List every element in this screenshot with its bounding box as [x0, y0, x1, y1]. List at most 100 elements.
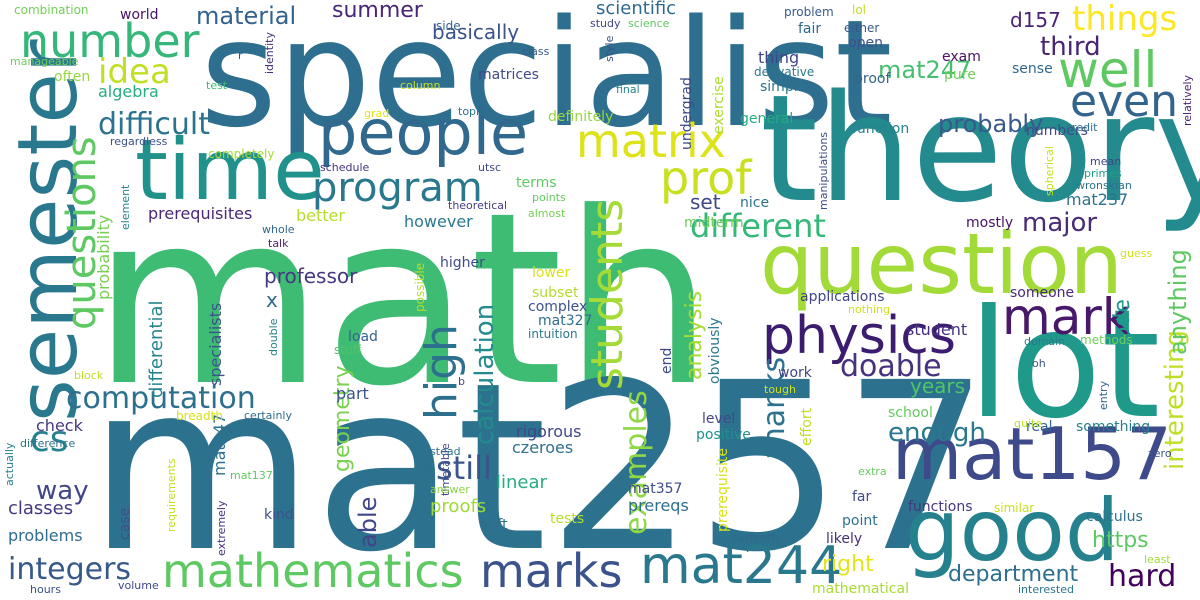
word-almost: almost	[528, 207, 566, 220]
word-style: style	[603, 35, 616, 62]
word-case: case	[117, 507, 133, 540]
word-specialist: specialist	[200, 0, 893, 160]
word-points: points	[532, 191, 566, 204]
word-far: far	[852, 489, 872, 505]
word-often: often	[54, 69, 91, 85]
word-mostly: mostly	[966, 215, 1014, 231]
word-final: final	[616, 83, 640, 96]
word-higher: higher	[440, 255, 485, 271]
word-study: study	[590, 17, 621, 30]
word-sense: sense	[1012, 61, 1053, 77]
word-still: still	[436, 449, 492, 487]
word-students: students	[582, 198, 633, 390]
word-exercise: exercise	[711, 76, 727, 134]
word-summer: summer	[332, 0, 423, 23]
word-high: high	[416, 324, 467, 420]
word-manageable: manageable	[10, 55, 79, 68]
word-world: world	[120, 7, 159, 23]
word-idea: idea	[98, 52, 171, 92]
word-mat327: mat327	[538, 313, 593, 329]
word-talk: talk	[268, 237, 289, 250]
word-matrix: matrix	[576, 114, 726, 168]
word-matrices: matrices	[478, 67, 539, 83]
word-currently: currently	[732, 531, 782, 544]
word-breadth: breadth	[176, 409, 223, 423]
word-z: z	[424, 459, 430, 472]
word-good: good	[905, 481, 1120, 581]
word-https: https	[1092, 528, 1149, 553]
word-whole: whole	[262, 223, 295, 236]
word-professor: professor	[264, 264, 358, 288]
word-mat137: mat137	[230, 469, 273, 482]
word-combination: combination	[14, 3, 89, 17]
word-difficult: difficult	[98, 107, 210, 142]
word-likely: likely	[826, 531, 863, 547]
word-mat237: mat237	[1066, 190, 1129, 209]
word-r: r	[238, 49, 243, 62]
word-class: class	[522, 45, 550, 58]
word-proofs: proofs	[430, 496, 487, 517]
word-either: either	[844, 21, 880, 35]
word-mat244: mat244	[640, 536, 843, 596]
word-complex: complex	[528, 299, 588, 315]
word-completely: completely	[208, 147, 275, 161]
word-topic: topic	[458, 105, 486, 118]
word-integers: integers	[8, 552, 132, 587]
word-functions: functions	[908, 499, 973, 515]
word-cs: cs	[30, 419, 69, 460]
word-certainly: certainly	[244, 409, 292, 422]
word-mathematical: mathematical	[812, 581, 909, 597]
word-simple: simple	[760, 79, 807, 95]
word-positive: positive	[696, 427, 751, 443]
word-oh: oh	[1032, 357, 1046, 370]
word-extremely: extremely	[215, 500, 228, 557]
word-obviously: obviously	[707, 317, 723, 384]
word-numbers: numbers	[1026, 123, 1088, 139]
word-side: side	[436, 19, 461, 33]
word-effort: effort	[799, 407, 815, 446]
word-double: double	[267, 318, 280, 357]
word-basically: basically	[432, 20, 520, 44]
word-guess: guess	[1120, 247, 1153, 260]
word-major: major	[1022, 208, 1098, 238]
word-volume: volume	[118, 579, 159, 592]
word-fair: fair	[798, 21, 822, 37]
word-czeroes: czeroes	[512, 438, 574, 457]
word-algebra: algebra	[98, 82, 159, 101]
word-end: end	[659, 347, 675, 374]
word-element: element	[119, 184, 132, 230]
word-problems: problems	[8, 526, 83, 545]
word-subset: subset	[532, 285, 579, 301]
word-computation: computation	[66, 381, 256, 416]
word-b: b	[458, 375, 465, 388]
word-able: able	[354, 496, 382, 548]
word-regardless: regardless	[110, 135, 168, 148]
word-way: way	[36, 476, 89, 506]
word-x: x	[266, 288, 278, 312]
word-kind: kind	[264, 507, 294, 523]
word-something: something	[1076, 419, 1151, 435]
word-well: well	[1058, 41, 1158, 99]
word-similar: similar	[994, 501, 1035, 515]
word-zero: zero	[1148, 447, 1172, 460]
word-people: people	[318, 96, 529, 169]
word-math: math	[92, 162, 714, 439]
word-possible: possible	[413, 262, 427, 312]
word-mat357: mat357	[628, 481, 683, 497]
word-intuition: intuition	[528, 327, 578, 341]
word-entry: entry	[1097, 380, 1110, 410]
word-calculus: calculus	[1086, 509, 1143, 525]
word-question: question	[760, 215, 1123, 313]
word-midterm: midterm	[684, 215, 744, 231]
word-terms: terms	[516, 175, 557, 191]
word-mean: mean	[1090, 155, 1122, 168]
word-analysis: analysis	[682, 290, 707, 380]
word-open: open	[848, 35, 883, 51]
word-student: student	[906, 320, 968, 339]
word-prereqs: prereqs	[628, 496, 689, 515]
word-theoretical: theoretical	[448, 199, 508, 212]
word-requirements: requirements	[165, 458, 178, 532]
word-actually: actually	[3, 442, 16, 486]
word-time: time	[135, 121, 325, 219]
word-things: things	[1072, 0, 1178, 39]
